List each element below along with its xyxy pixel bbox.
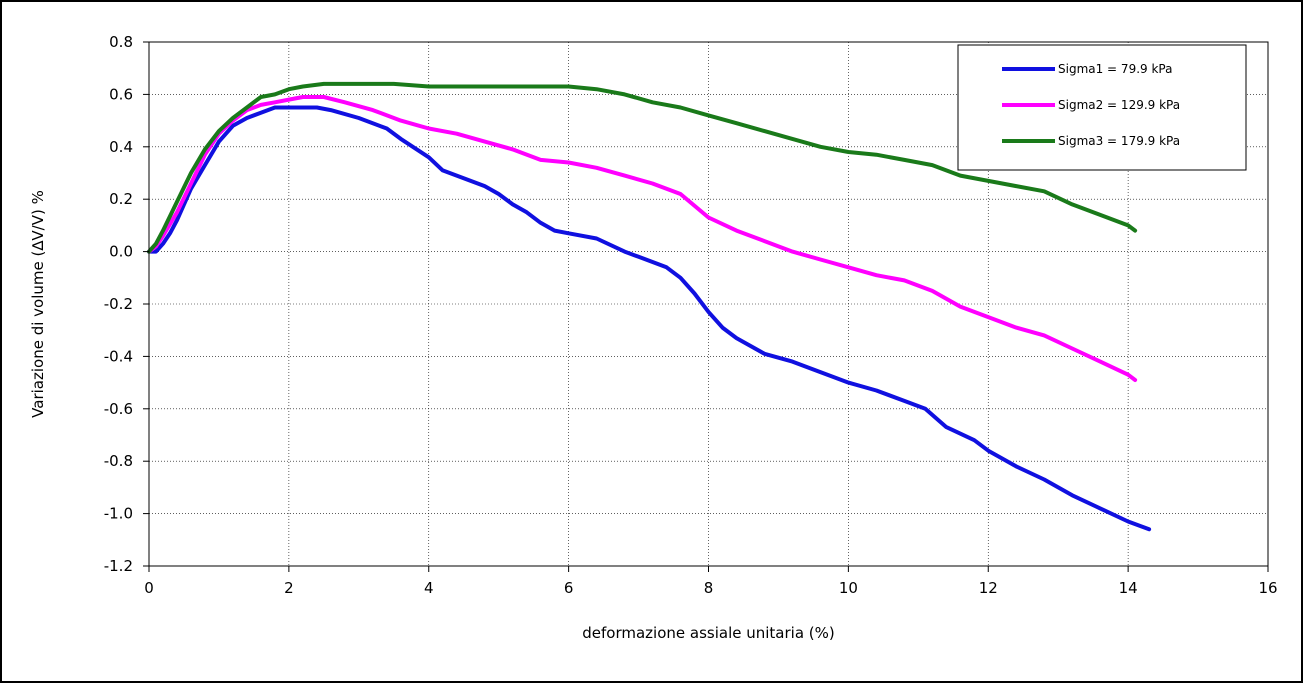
y-tick-label: -0.8 (104, 452, 133, 470)
y-tick-label: 0.4 (109, 138, 133, 156)
x-tick-label: 10 (839, 579, 858, 597)
y-tick-label: -0.4 (104, 347, 133, 365)
y-tick-label: -1.0 (104, 505, 133, 523)
series-line-2 (147, 95, 1138, 382)
x-tick-label: 12 (979, 579, 998, 597)
x-tick-label: 0 (144, 579, 154, 597)
legend: Sigma1 = 79.9 kPa Sigma2 = 129.9 kPa Sigma… (957, 44, 1247, 171)
y-axis-title: Variazione di volume (∆V/V) % (29, 190, 47, 418)
series-layer (147, 81, 1152, 532)
y-tick-label: 0.8 (109, 33, 133, 51)
series-line-3 (147, 81, 1138, 254)
axis-ticks: 0 2 4 6 8 10 12 14 16 0.8 0.6 0.4 0.2 0.0 -0.2 -0.4 -0.6… (104, 33, 1278, 597)
legend-label-2: Sigma2 = 129.9 kPa (1058, 98, 1180, 112)
x-tick-label: 14 (1119, 579, 1138, 597)
y-tick-label: 0.6 (109, 85, 133, 103)
x-axis-title: deformazione assiale unitaria (%) (582, 624, 835, 642)
y-tick-label: -1.2 (104, 557, 133, 575)
legend-box (957, 44, 1247, 171)
x-tick-label: 2 (284, 579, 294, 597)
y-tick-label: 0.2 (109, 190, 133, 208)
x-tick-label: 8 (704, 579, 714, 597)
x-tick-label: 4 (424, 579, 434, 597)
y-tick-label: -0.2 (104, 295, 133, 313)
series-line-1 (147, 105, 1152, 532)
legend-label-3: Sigma3 = 179.9 kPa (1058, 134, 1180, 148)
y-tick-label: -0.6 (104, 400, 133, 418)
x-tick-label: 6 (564, 579, 574, 597)
y-tick-label: 0.0 (109, 243, 133, 261)
x-tick-label: 16 (1258, 579, 1277, 597)
legend-label-1: Sigma1 = 79.9 kPa (1058, 62, 1172, 76)
